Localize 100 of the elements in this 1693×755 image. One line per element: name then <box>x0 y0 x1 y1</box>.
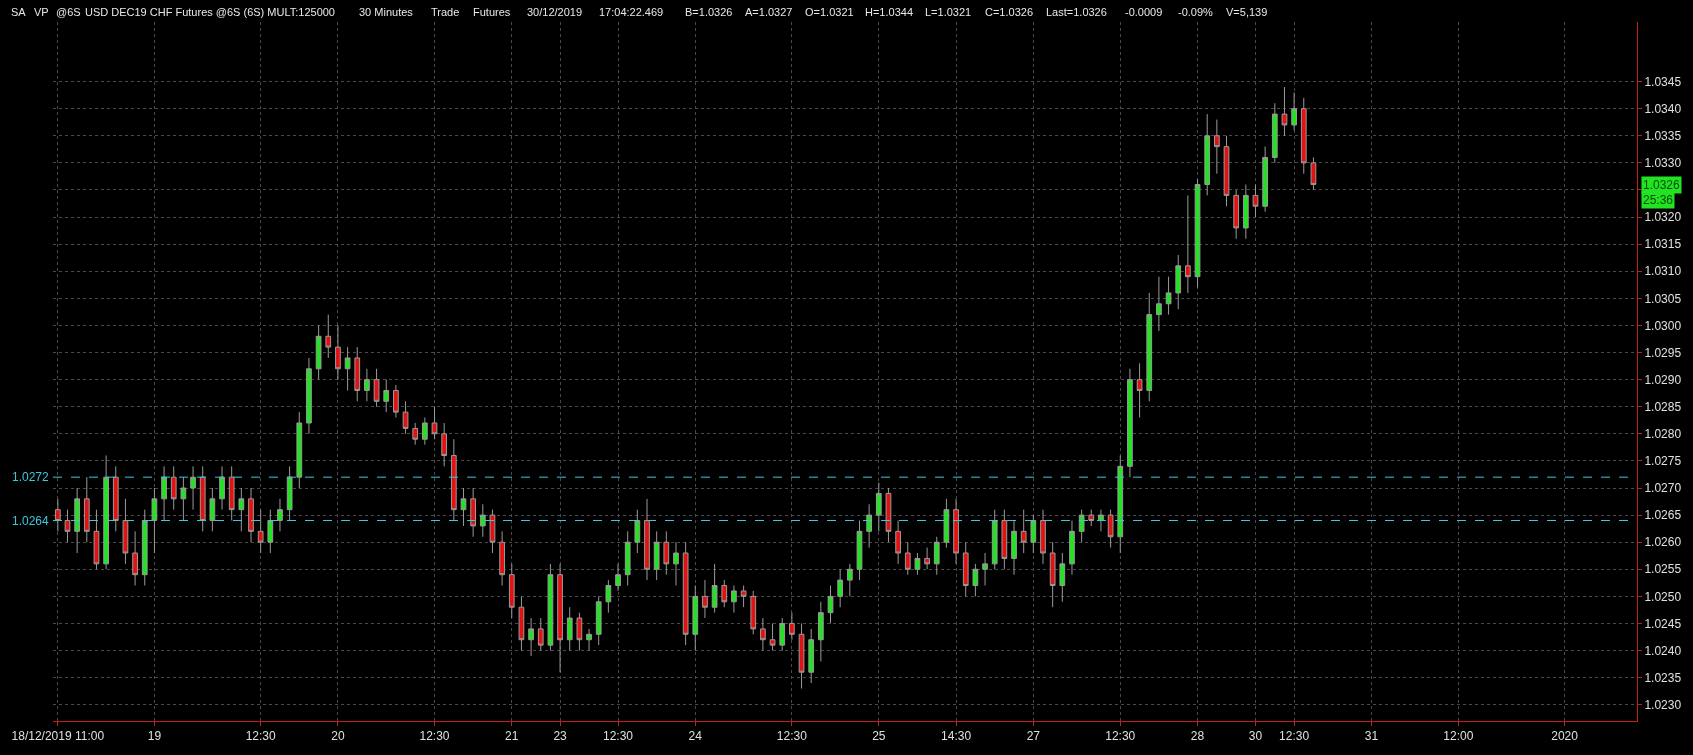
candlestick <box>1223 135 1230 207</box>
candlestick <box>875 482 882 532</box>
candlestick <box>190 465 196 511</box>
text: A=1.0327 <box>745 6 793 18</box>
candlestick <box>238 487 245 532</box>
candlestick <box>1136 362 1143 419</box>
candlestick <box>566 606 573 652</box>
candlestick <box>846 563 853 597</box>
candlestick <box>161 465 167 522</box>
candlestick <box>982 552 988 587</box>
candlestick <box>624 530 631 587</box>
candlestick <box>141 509 148 587</box>
y-tick-label: 1.0235 <box>1644 670 1682 685</box>
y-tick-label: 1.0285 <box>1644 399 1682 414</box>
candlestick <box>702 579 708 619</box>
candlestick <box>943 498 950 549</box>
x-tick-label: 24 <box>688 729 703 744</box>
y-tick-label: 1.0295 <box>1644 345 1682 360</box>
text: Futures <box>473 6 511 18</box>
candlestick <box>933 536 940 576</box>
candlestick <box>209 487 216 532</box>
text: B=1.0326 <box>685 6 733 18</box>
candlestick <box>1213 119 1220 175</box>
y-tick-label: 1.0280 <box>1644 427 1682 442</box>
candlestick <box>132 530 138 587</box>
candlestick <box>808 628 815 684</box>
candlestick <box>1175 254 1182 310</box>
candlestick <box>1242 184 1249 240</box>
x-tick-label: 2020 <box>1551 729 1579 744</box>
candlestick <box>180 476 187 522</box>
candlestick <box>547 563 554 652</box>
candlestick <box>779 617 786 652</box>
candlestick <box>344 346 351 391</box>
candlestick <box>904 541 911 576</box>
candlestick <box>914 552 921 576</box>
candlestick <box>499 530 505 587</box>
candlestick <box>431 406 438 440</box>
candlestick <box>1156 276 1162 332</box>
y-tick-label: 1.0300 <box>1644 318 1682 333</box>
x-tick-label: 12:30 <box>603 729 634 744</box>
candlestick <box>1146 292 1153 402</box>
candlestick <box>83 476 90 543</box>
candlestick <box>663 530 670 576</box>
y-tick-label: 1.0250 <box>1644 589 1682 604</box>
candlestick <box>1233 189 1240 240</box>
x-tick-label: 31 <box>1364 729 1379 744</box>
candlestick <box>528 617 534 657</box>
ref-line-label: 1.0264 <box>12 514 50 528</box>
candlestick <box>354 346 361 402</box>
x-tick-label: 14:30 <box>941 729 972 744</box>
candlestick <box>364 368 370 402</box>
candlestick <box>789 612 795 641</box>
candlestick <box>962 541 969 597</box>
candlestick <box>286 465 293 522</box>
candlestick <box>1185 194 1191 294</box>
candlestick <box>866 503 873 549</box>
candlestick <box>64 509 71 543</box>
candlestick <box>335 324 341 381</box>
candlestick <box>508 563 515 619</box>
text: O=1.0321 <box>805 6 854 18</box>
candlestick <box>615 563 621 592</box>
y-tick-label: 1.0335 <box>1644 128 1682 143</box>
text: 30/12/2019 <box>527 6 583 18</box>
candlestick <box>644 498 650 581</box>
candlestick <box>1001 509 1008 570</box>
candlestick <box>402 400 409 435</box>
text: @6S <box>56 6 81 18</box>
candlestick <box>557 563 563 673</box>
candlestick <box>586 628 592 652</box>
candlestick <box>1069 520 1075 576</box>
x-tick-label: 12:00 <box>1443 729 1474 744</box>
candlestick <box>325 314 332 359</box>
candlestick <box>122 498 129 565</box>
candlestick <box>1030 514 1037 554</box>
candlestick <box>972 563 979 597</box>
candlestick <box>219 465 225 511</box>
y-tick-label: 1.0240 <box>1644 643 1682 658</box>
candlestick <box>1300 97 1307 175</box>
y-tick-label: 1.0290 <box>1644 372 1682 387</box>
x-tick-label: 12:30 <box>1279 729 1310 744</box>
candlestick <box>1252 184 1259 218</box>
candlestick <box>605 579 612 614</box>
text: Last=1.0326 <box>1046 6 1107 18</box>
y-tick-label: 1.0275 <box>1644 454 1682 469</box>
candlestick <box>412 422 419 446</box>
text: SA <box>11 6 27 18</box>
candlestick <box>393 384 399 419</box>
candlestick <box>441 422 448 467</box>
text: -0.0009 <box>1125 6 1163 18</box>
x-tick-label: 20 <box>331 729 345 744</box>
text: Trade <box>431 6 460 18</box>
candlestick <box>1059 552 1066 603</box>
candlestick <box>479 503 486 538</box>
y-tick-label: 1.0270 <box>1644 481 1682 496</box>
candlestick <box>248 487 254 543</box>
candlestick <box>1262 146 1269 213</box>
x-tick-label: 25 <box>872 729 886 744</box>
candlestick <box>1310 156 1317 191</box>
candlestick <box>953 498 959 565</box>
candlestick <box>673 541 679 587</box>
